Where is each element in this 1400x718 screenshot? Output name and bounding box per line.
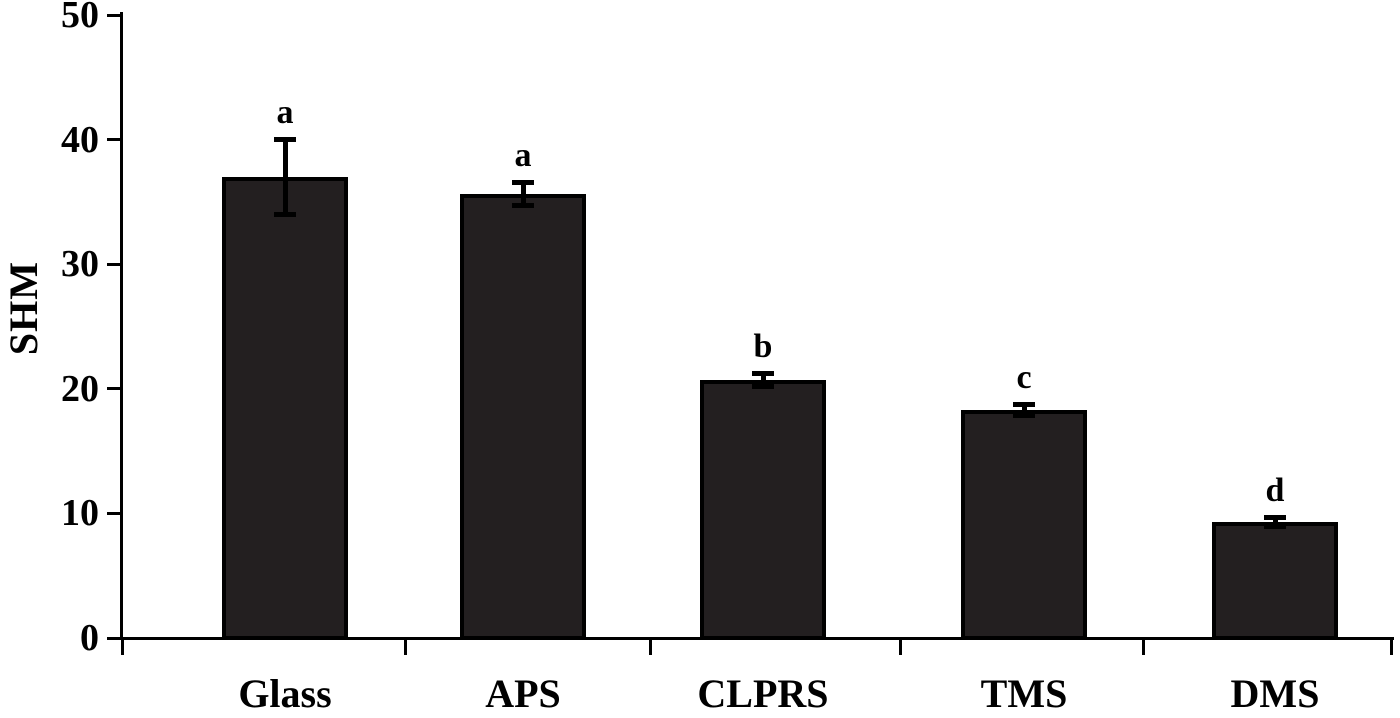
x-axis-tick — [120, 638, 124, 655]
x-axis-label: APS — [485, 671, 561, 716]
y-axis-tick-label: 30 — [61, 243, 99, 286]
error-bar-line — [760, 375, 766, 386]
error-bar-bottom-cap — [274, 212, 296, 218]
y-axis-tick-label: 20 — [61, 367, 99, 410]
x-axis-tick — [1141, 638, 1145, 655]
bar — [700, 380, 826, 640]
significance-letter: c — [1016, 358, 1032, 396]
bar — [1212, 522, 1338, 640]
significance-letter: b — [753, 328, 773, 366]
x-axis-tick — [648, 638, 652, 655]
x-axis-label: Glass — [238, 671, 332, 716]
error-bar-top-cap — [512, 180, 534, 186]
error-bar-top-cap — [1013, 401, 1035, 407]
significance-letter: d — [1265, 472, 1285, 509]
y-axis-tick — [107, 262, 122, 266]
y-axis-tick — [107, 511, 122, 515]
x-axis-tick — [403, 638, 407, 655]
y-axis-tick-label: 0 — [80, 617, 99, 659]
y-axis-tick — [107, 387, 122, 391]
y-axis-line — [120, 12, 123, 640]
x-axis-label: CLPRS — [697, 671, 829, 716]
error-bar-bottom-cap — [1264, 524, 1286, 530]
x-axis-tick — [1389, 638, 1393, 655]
error-bar-line — [282, 140, 288, 214]
y-axis-tick-label: 50 — [61, 0, 99, 36]
error-bar-top-cap — [752, 371, 774, 377]
x-axis-label: DMS — [1230, 671, 1320, 716]
error-bar-bottom-cap — [512, 203, 534, 209]
error-bar-line — [520, 184, 526, 205]
bar — [222, 176, 348, 640]
error-bar-line — [1021, 405, 1027, 415]
y-axis-tick — [107, 636, 122, 640]
error-bar-bottom-cap — [752, 384, 774, 390]
error-bar-top-cap — [274, 136, 296, 142]
error-bar-line — [1272, 519, 1278, 526]
error-bar-bottom-cap — [1013, 413, 1035, 419]
y-axis-tick — [107, 13, 122, 17]
error-bar-top-cap — [1264, 515, 1286, 520]
bar — [961, 409, 1087, 640]
y-axis-tick — [107, 138, 122, 142]
x-axis-tick — [898, 638, 902, 655]
significance-letter: a — [514, 137, 532, 175]
significance-letter: a — [276, 93, 294, 131]
x-axis-label: TMS — [980, 671, 1068, 716]
bar — [460, 194, 586, 640]
y-axis-tick-label: 10 — [61, 492, 99, 535]
y-axis-tick-label: 40 — [61, 118, 99, 161]
